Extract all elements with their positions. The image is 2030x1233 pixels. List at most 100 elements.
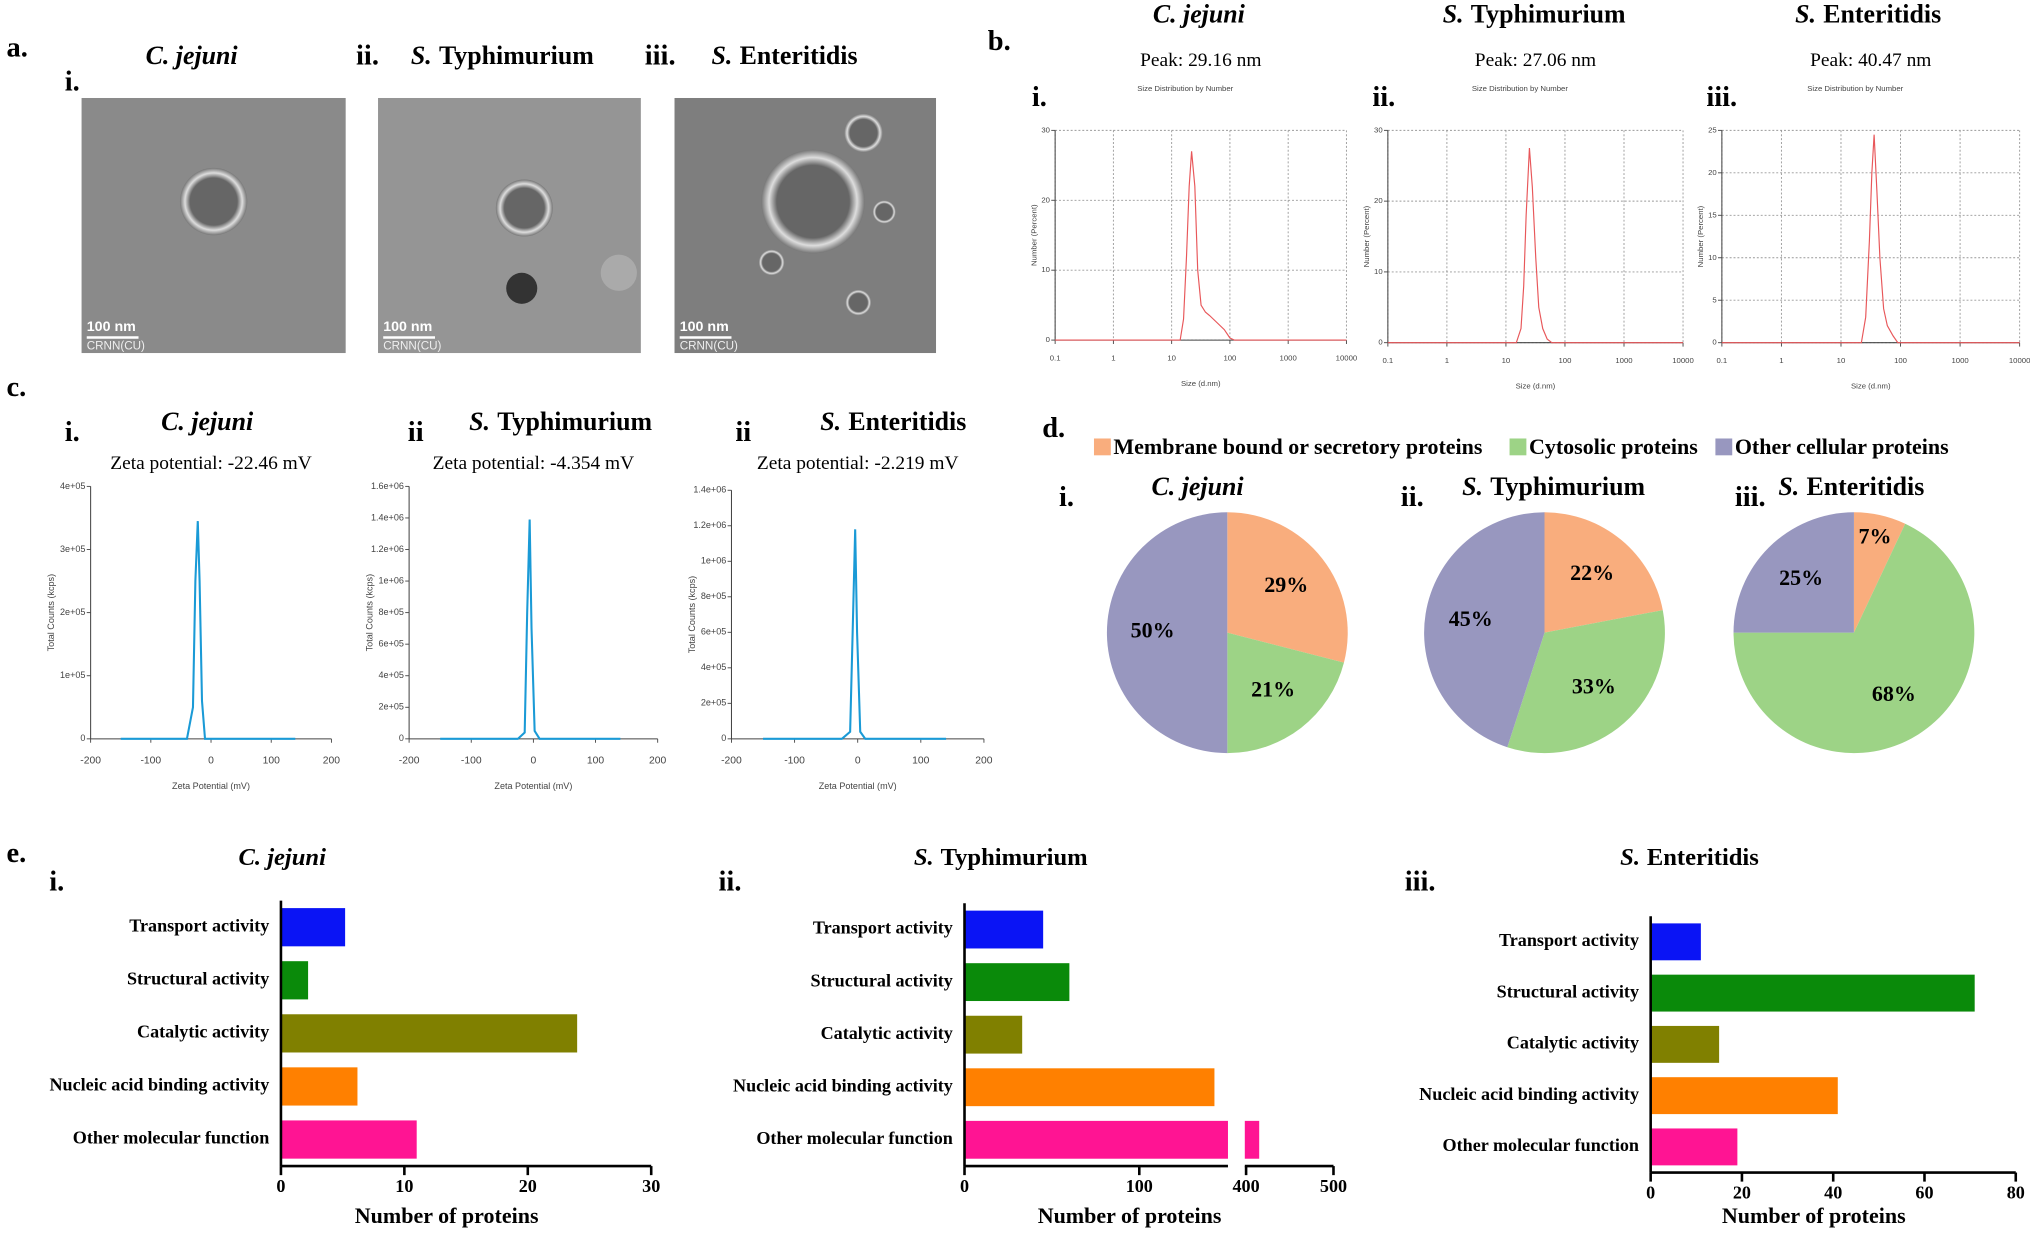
x-axis-label: Zeta Potential (mV) [172, 781, 250, 791]
y-axis-label: Number (Percent) [1029, 204, 1038, 266]
particle [506, 272, 538, 304]
y-tick-label: 30 [1374, 125, 1383, 134]
x-axis-label: Zeta Potential (mV) [819, 781, 897, 791]
category-label: Structural activity [1497, 981, 1639, 1001]
title-part: Enteritidis [848, 407, 966, 436]
data-line [1387, 148, 1684, 344]
x-axis-label: Number of proteins [355, 1203, 539, 1228]
title-part: Enteritidis [740, 41, 858, 70]
numeral: ii. [1401, 482, 1424, 513]
bar [1650, 1025, 1720, 1063]
panel-title: S. Typhimurium [1443, 0, 1626, 28]
value-label: 22% [1570, 560, 1614, 585]
bar [1650, 1128, 1738, 1166]
panel-title: C. jejuni [146, 41, 239, 70]
panel-title: C. jejuni [239, 844, 327, 871]
y-tick-label: 1e+05 [60, 670, 85, 680]
value-label: 25% [1779, 565, 1823, 590]
pie-slice [1733, 523, 1975, 754]
x-tick-label: 100 [1223, 353, 1236, 362]
subtitle: Zeta potential: -4.354 mV [433, 453, 635, 474]
y-tick-label: 20 [1708, 168, 1717, 177]
vesicle [845, 289, 872, 316]
title-part: Enteritidis [1823, 0, 1941, 28]
value-label: 33% [1572, 674, 1616, 699]
title-part: Enteritidis [1806, 472, 1924, 501]
y-tick-label: 30 [1041, 125, 1050, 134]
x-tick-label: 200 [649, 756, 667, 767]
vesicle [495, 179, 553, 237]
y-tick-label: 10 [1708, 253, 1717, 262]
x-tick-label: -100 [784, 756, 805, 767]
x-tick-label: 200 [323, 756, 341, 767]
numeral: i. [1032, 82, 1047, 113]
subtitle: Peak: 40.47 nm [1810, 50, 1931, 71]
x-tick-label: 10000 [2009, 356, 2030, 365]
panel-title: S. Enteritidis [1620, 844, 1759, 871]
panel-title: S. Enteritidis [1778, 472, 1924, 501]
numeral: iii. [1735, 482, 1766, 513]
panel-title: S. Typhimurium [411, 41, 594, 70]
y-tick-label: 25 [1708, 125, 1717, 134]
y-tick-label: 1e+06 [379, 575, 404, 585]
bar [280, 1120, 417, 1159]
title-part: S. [914, 844, 934, 871]
x-tick-label: 30 [642, 1176, 660, 1196]
category-label: Structural activity [127, 968, 269, 988]
title-part: C. jejuni [1153, 0, 1246, 28]
x-tick-label: 100 [912, 756, 930, 767]
x-tick-label: 400 [1233, 1176, 1260, 1196]
value-label: 21% [1251, 677, 1295, 702]
panel-letter: a. [6, 33, 27, 64]
subtitle: Peak: 29.16 nm [1140, 50, 1261, 71]
legend-label: Other cellular proteins [1735, 434, 1949, 459]
title-part: S. [411, 41, 432, 70]
category-label: Transport activity [813, 918, 953, 938]
y-tick-label: 0 [80, 733, 85, 743]
bar [280, 1014, 578, 1053]
x-tick-label: 100 [1126, 1176, 1153, 1196]
bar [964, 1015, 1023, 1054]
vesicle [844, 113, 883, 153]
legend-swatch [1509, 438, 1527, 456]
numeral: ii [408, 417, 424, 448]
vesicle [758, 249, 785, 276]
title-part: C. jejuni [239, 844, 327, 871]
pie-slice [1227, 632, 1344, 754]
data-line [763, 529, 947, 740]
numeral: ii. [356, 40, 379, 71]
numeral: i. [49, 866, 64, 897]
title-part: C. jejuni [1152, 472, 1245, 501]
x-tick-label: 100 [1558, 356, 1571, 365]
pie-slice [1227, 512, 1348, 663]
particle [600, 254, 637, 291]
x-tick-label: 100 [1894, 356, 1907, 365]
panel-letter: c. [6, 372, 26, 403]
x-tick-label: 0 [960, 1176, 969, 1196]
y-tick-label: 1e+06 [701, 556, 726, 566]
panel-title: S. Typhimurium [1462, 472, 1645, 501]
y-axis-label: Number (Percent) [1362, 205, 1371, 267]
subtitle: Zeta potential: -2.219 mV [757, 453, 959, 474]
category-label: Nucleic acid binding activity [49, 1075, 269, 1095]
panel-title: S. Enteritidis [712, 41, 858, 70]
value-label: 7% [1858, 524, 1891, 549]
x-axis-label: Zeta Potential (mV) [494, 781, 572, 791]
x-axis-label: Size (d.nm) [1516, 382, 1556, 391]
x-tick-label: 10000 [1336, 353, 1358, 362]
y-tick-label: 1.4e+06 [693, 485, 726, 495]
x-tick-label: 0 [276, 1176, 285, 1196]
bar [964, 910, 1044, 949]
x-tick-label: 10 [395, 1176, 413, 1196]
y-axis-label: Total Counts (kcps) [46, 574, 56, 651]
x-tick-label: 0 [531, 756, 537, 767]
x-tick-label: 60 [1915, 1183, 1933, 1203]
x-tick-label: 1 [1111, 353, 1115, 362]
bar [1650, 923, 1701, 961]
x-tick-label: 0.1 [1382, 356, 1393, 365]
y-tick-label: 0 [721, 733, 726, 743]
category-label: Other molecular function [1443, 1135, 1640, 1155]
title-part: S. [712, 41, 733, 70]
title-part: S. [469, 407, 490, 436]
title-part: S. [1620, 844, 1640, 871]
